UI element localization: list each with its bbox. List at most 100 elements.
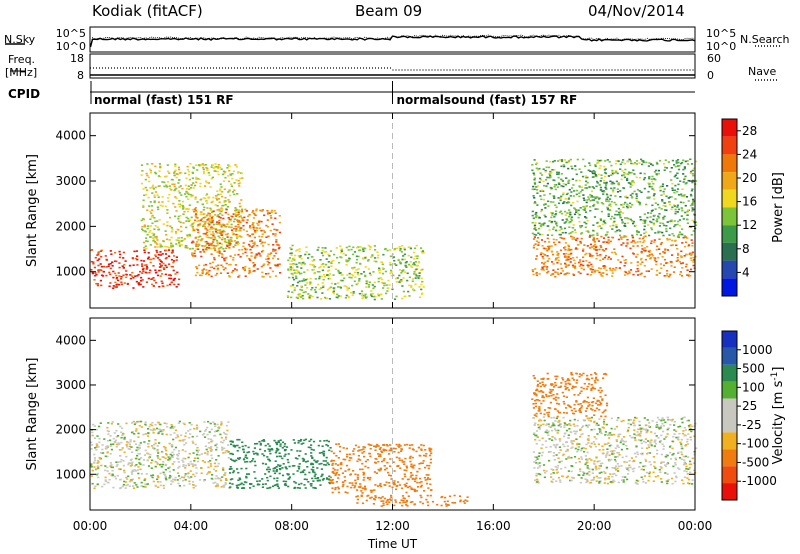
power-cell — [570, 248, 573, 251]
power-cell — [262, 245, 265, 247]
power-cell — [233, 240, 236, 242]
velocity-cell — [182, 465, 185, 468]
velocity-cell — [312, 469, 315, 471]
power-cell — [619, 261, 622, 263]
power-cell — [228, 188, 231, 191]
power-cell — [167, 200, 170, 203]
power-cell — [648, 162, 651, 164]
power-cell — [325, 251, 328, 253]
velocity-cell — [264, 444, 267, 447]
power-cell — [620, 238, 623, 240]
power-cell — [306, 269, 309, 271]
power-cell — [687, 245, 690, 247]
velocity-cell — [110, 466, 113, 469]
velocity-cell — [229, 466, 232, 468]
velocity-cell — [109, 465, 112, 467]
power-cell — [691, 207, 694, 209]
power-cell — [141, 228, 144, 230]
power-cell — [550, 220, 553, 223]
power-cell — [615, 267, 618, 269]
velocity-cell — [346, 492, 349, 494]
power-cell — [239, 215, 242, 217]
velocity-cell — [377, 468, 380, 471]
power-cell — [557, 273, 560, 275]
velocity-cell — [325, 456, 328, 459]
power-cell — [277, 247, 280, 250]
power-cell — [615, 160, 618, 162]
velocity-cell — [567, 470, 570, 472]
velocity-cell — [164, 457, 167, 460]
velocity-cell — [210, 465, 213, 467]
power-region-3 — [286, 244, 425, 301]
power-cell — [647, 255, 650, 257]
power-cell — [638, 237, 641, 240]
power-cell — [152, 237, 155, 239]
velocity-cell — [356, 489, 359, 491]
power-cell — [377, 254, 380, 257]
power-cell — [187, 185, 190, 187]
power-cell — [241, 252, 245, 255]
power-cell — [218, 210, 221, 212]
velocity-cell — [229, 486, 232, 488]
power-cell — [593, 176, 596, 178]
power-cell — [141, 265, 144, 267]
power-cell — [150, 212, 153, 214]
power-cell — [647, 165, 650, 167]
velocity-cell — [130, 471, 133, 474]
power-cell — [223, 258, 226, 260]
power-cell — [691, 203, 694, 205]
power-cell — [167, 197, 170, 199]
velocity-cell — [152, 432, 155, 434]
velocity-cell — [210, 446, 213, 448]
power-cell — [553, 160, 556, 162]
velocity-cell — [159, 458, 162, 461]
power-cell — [533, 188, 536, 191]
power-cell — [557, 252, 560, 255]
power-cell — [244, 208, 247, 211]
power-cell — [580, 267, 583, 270]
power-cell — [402, 255, 405, 257]
velocity-cell — [564, 466, 567, 469]
power-cell — [224, 176, 227, 179]
velocity-cell — [394, 499, 397, 501]
power-cell — [596, 180, 599, 183]
velocity-cell — [198, 479, 202, 481]
power-cell — [335, 247, 338, 249]
power-cell — [576, 212, 580, 215]
power-cell — [299, 272, 302, 275]
power-cell — [175, 176, 178, 179]
velocity-cell — [193, 427, 196, 430]
power-cell — [140, 276, 143, 279]
power-cell — [676, 204, 679, 207]
power-cell — [643, 240, 646, 242]
power-cell — [663, 275, 666, 277]
velocity-cell — [312, 449, 315, 451]
velocity-cell — [353, 486, 356, 489]
power-cell — [382, 282, 385, 284]
power-cell — [616, 191, 620, 193]
velocity-cell — [341, 485, 344, 488]
power-cell — [556, 268, 560, 271]
velocity-cell — [325, 439, 328, 442]
velocity-cell — [208, 431, 211, 433]
power-cell — [392, 257, 395, 259]
power-cell — [239, 235, 242, 237]
power-cell — [237, 242, 240, 245]
velocity-cell — [617, 417, 620, 419]
power-cell — [257, 252, 260, 254]
power-cell — [585, 217, 588, 219]
power-cell — [541, 245, 544, 247]
power-cell — [168, 239, 171, 241]
velocity-cell — [379, 455, 382, 457]
power-cell — [546, 266, 549, 268]
velocity-cell — [337, 491, 341, 494]
velocity-cell — [187, 464, 191, 467]
velocity-cell — [267, 448, 270, 450]
velocity-cell — [156, 475, 160, 478]
power-cell — [327, 253, 330, 256]
velocity-cell — [411, 477, 414, 480]
power-cell — [625, 173, 628, 175]
power-cell — [149, 201, 152, 203]
velocity-cell — [210, 477, 213, 480]
power-cell — [112, 276, 115, 279]
